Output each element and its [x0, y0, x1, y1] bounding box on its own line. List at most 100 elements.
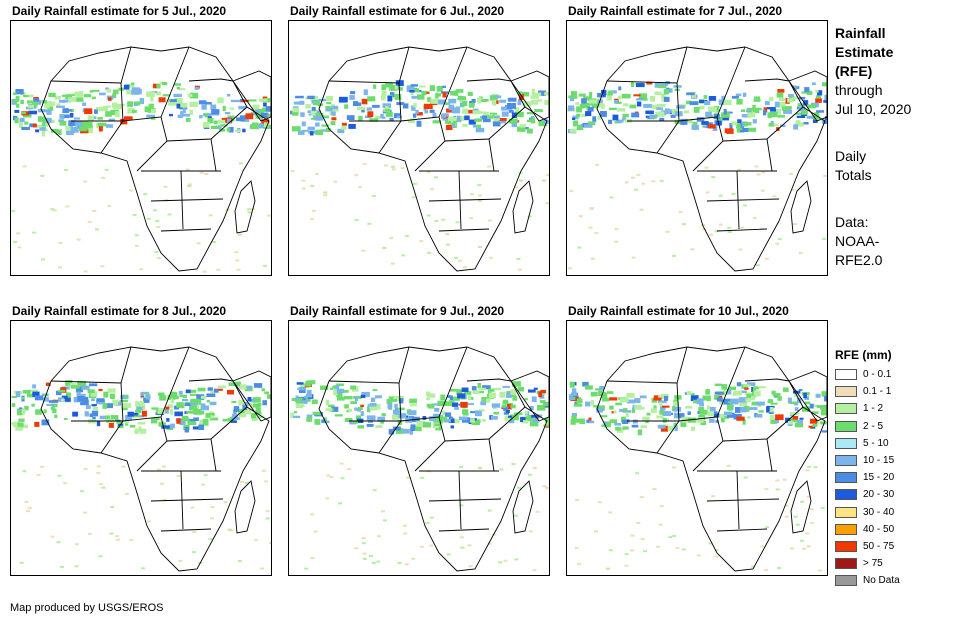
- country-border: [466, 78, 512, 82]
- info-data-line: RFE2.0: [835, 252, 883, 268]
- arabia-outline: [510, 70, 549, 122]
- country-border: [744, 378, 790, 382]
- country-border: [444, 406, 526, 442]
- country-border: [150, 498, 224, 502]
- legend-item: 2 - 5: [835, 418, 965, 435]
- info-data-line: NOAA-: [835, 233, 880, 249]
- legend-item: 1 - 2: [835, 400, 965, 417]
- legend-swatch: [835, 558, 857, 570]
- legend-label: 40 - 50: [863, 523, 895, 535]
- legend-item: 20 - 30: [835, 486, 965, 503]
- legend-swatch: [835, 489, 857, 501]
- country-border: [160, 528, 212, 532]
- country-border: [180, 470, 184, 530]
- map-panel-1: Daily Rainfall estimate for 5 Jul., 2020: [10, 4, 272, 276]
- africa-outline: [318, 346, 548, 572]
- country-border: [160, 228, 212, 232]
- country-border: [188, 378, 234, 382]
- country-border: [438, 528, 490, 532]
- legend-swatch: [835, 369, 857, 381]
- panel-title: Daily Rainfall estimate for 6 Jul., 2020: [290, 4, 505, 18]
- arabia-outline: [232, 370, 271, 422]
- legend-label: 20 - 30: [863, 489, 895, 501]
- legend-swatch: [835, 540, 857, 552]
- legend-swatch: [835, 523, 857, 535]
- legend-label: 15 - 20: [863, 472, 895, 484]
- country-border: [428, 498, 502, 502]
- rainfall-layer: [11, 380, 271, 570]
- info-title-line: Estimate: [835, 44, 894, 60]
- country-border: [488, 438, 495, 472]
- legend-item: > 75: [835, 555, 965, 572]
- country-border: [210, 438, 217, 472]
- country-border: [122, 346, 190, 422]
- africa-outline: [596, 46, 826, 272]
- country-border: [766, 438, 773, 472]
- legend-label: 50 - 75: [863, 540, 895, 552]
- arabia-outline: [510, 370, 549, 422]
- rainfall-map: [566, 320, 828, 576]
- madagascar-outline: [234, 480, 256, 534]
- country-border: [692, 416, 724, 472]
- country-border: [180, 170, 184, 230]
- country-border: [150, 198, 224, 202]
- country-border: [736, 170, 740, 230]
- legend-label: 0.1 - 1: [863, 386, 892, 398]
- country-border: [50, 46, 132, 84]
- legend-item: 40 - 50: [835, 521, 965, 538]
- rainfall-map: [288, 320, 550, 576]
- africa-outline: [596, 346, 826, 572]
- info-totals-line: Daily: [835, 148, 867, 164]
- info-through: through: [835, 82, 883, 98]
- country-border: [458, 170, 462, 230]
- map-panel-5: Daily Rainfall estimate for 9 Jul., 2020: [288, 304, 550, 576]
- legend-item: 30 - 40: [835, 504, 965, 521]
- country-border: [606, 46, 688, 84]
- legend-label: 30 - 40: [863, 506, 895, 518]
- country-border: [328, 46, 410, 84]
- map-panel-6: Daily Rainfall estimate for 10 Jul., 202…: [566, 304, 828, 576]
- madagascar-outline: [512, 480, 534, 534]
- legend-label: > 75: [863, 558, 883, 570]
- map-panel-4: Daily Rainfall estimate for 8 Jul., 2020: [10, 304, 272, 576]
- legend-item: 0.1 - 1: [835, 383, 965, 400]
- info-totals-line: Totals: [835, 167, 872, 183]
- arabia-outline: [232, 70, 271, 122]
- rainfall-layer: [568, 381, 827, 572]
- legend-item: No Data: [835, 572, 965, 589]
- country-border: [428, 198, 502, 202]
- legend-label: 0 - 0.1: [863, 369, 892, 381]
- legend-item: 10 - 15: [835, 452, 965, 469]
- country-border: [328, 346, 410, 384]
- africa-outline: [40, 346, 270, 572]
- country-border: [50, 346, 132, 384]
- legend-swatch: [835, 506, 857, 518]
- country-border: [438, 228, 490, 232]
- legend-label: 10 - 15: [863, 455, 895, 467]
- rainfall-map: [10, 320, 272, 576]
- map-credit: Map produced by USGS/EROS: [10, 602, 164, 614]
- africa-outline: [40, 46, 270, 272]
- country-border: [210, 138, 217, 172]
- rainfall-map: [288, 20, 550, 276]
- legend-item: 15 - 20: [835, 469, 965, 486]
- country-border: [766, 138, 773, 172]
- legend-label: 5 - 10: [863, 437, 889, 449]
- madagascar-outline: [790, 480, 812, 534]
- info-date: Jul 10, 2020: [835, 101, 912, 117]
- panel-title: Daily Rainfall estimate for 9 Jul., 2020: [290, 304, 505, 318]
- country-border: [706, 498, 780, 502]
- legend-label: 1 - 2: [863, 403, 884, 415]
- madagascar-outline: [790, 180, 812, 234]
- country-border: [606, 346, 688, 384]
- country-border: [188, 78, 234, 82]
- panel-title: Daily Rainfall estimate for 10 Jul., 202…: [568, 304, 789, 318]
- map-info: Rainfall Estimate (RFE) through Jul 10, …: [835, 24, 965, 270]
- madagascar-outline: [512, 180, 534, 234]
- legend-item: 50 - 75: [835, 538, 965, 555]
- country-border: [488, 138, 495, 172]
- panel-title: Daily Rainfall estimate for 8 Jul., 2020: [12, 304, 227, 318]
- legend-swatch: [835, 472, 857, 484]
- country-border: [716, 228, 768, 232]
- legend-swatch: [835, 403, 857, 415]
